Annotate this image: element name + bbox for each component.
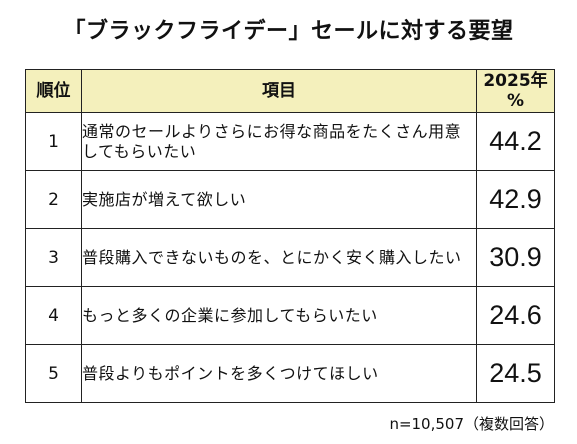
page-title: 「ブラックフライデー」セールに対する要望	[63, 19, 514, 44]
row-value: 42.9	[476, 170, 555, 229]
row-rank: 5	[25, 344, 82, 403]
row-item: 通常のセールよりさらにお得な商品をたくさん用意してもらいたい	[81, 112, 477, 171]
header-year: 2025年 %	[476, 69, 555, 113]
ranking-table: 順位 項目 2025年 % 1 通常のセールよりさらにお得な商品をたくさん用意し…	[25, 69, 555, 403]
header-item: 項目	[81, 69, 477, 113]
row-rank: 4	[25, 286, 82, 345]
header-unit: %	[506, 91, 525, 111]
row-rank: 2	[25, 170, 82, 229]
row-value: 44.2	[476, 112, 555, 171]
header-year-label: 2025年	[483, 71, 548, 91]
row-item: 普段よりもポイントを多くつけてほしい	[81, 344, 477, 403]
row-value: 24.5	[476, 344, 555, 403]
header-rank: 順位	[25, 69, 82, 113]
sample-size-footnote: n=10,507（複数回答）	[389, 415, 554, 433]
table-header-row: 順位 項目 2025年 %	[25, 69, 555, 113]
row-value: 30.9	[476, 228, 555, 287]
table-row: 2 実施店が増えて欲しい 42.9	[25, 170, 555, 229]
row-item: 実施店が増えて欲しい	[81, 170, 477, 229]
table-row: 3 普段購入できないものを、とにかく安く購入したい 30.9	[25, 228, 555, 287]
row-value: 24.6	[476, 286, 555, 345]
row-rank: 3	[25, 228, 82, 287]
row-item: 普段購入できないものを、とにかく安く購入したい	[81, 228, 477, 287]
table-row: 5 普段よりもポイントを多くつけてほしい 24.5	[25, 344, 555, 403]
table-row: 4 もっと多くの企業に参加してもらいたい 24.6	[25, 286, 555, 345]
row-rank: 1	[25, 112, 82, 171]
table-row: 1 通常のセールよりさらにお得な商品をたくさん用意してもらいたい 44.2	[25, 112, 555, 171]
row-item: もっと多くの企業に参加してもらいたい	[81, 286, 477, 345]
